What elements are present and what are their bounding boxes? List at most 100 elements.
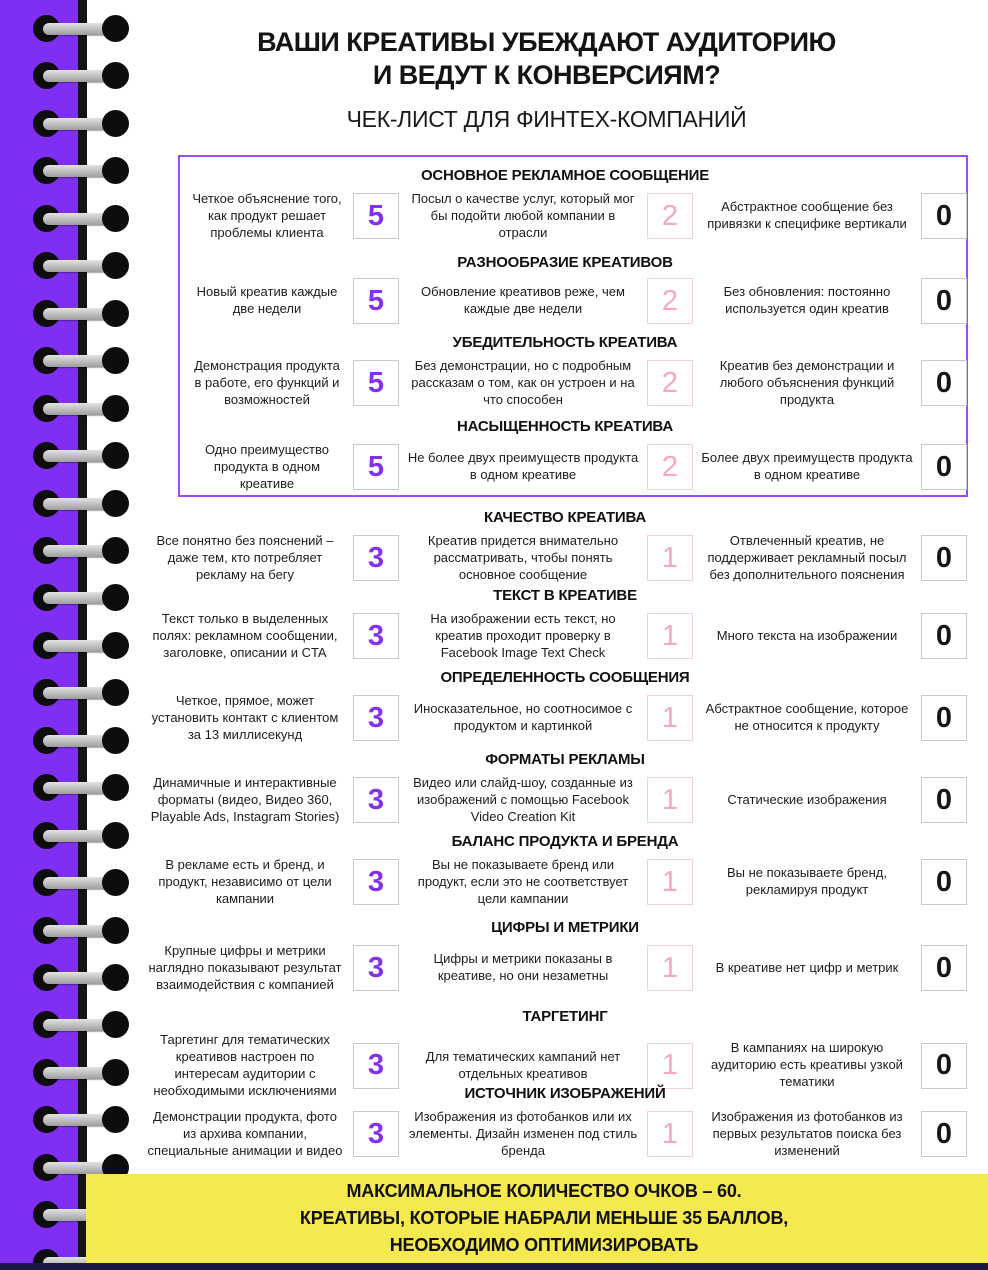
section-9: БАЛАНС ПРОДУКТА И БРЕНДА В рекламе есть и… bbox=[145, 833, 967, 908]
score-value: 1 bbox=[661, 701, 679, 734]
spiral-ring bbox=[33, 394, 129, 423]
score-box: 0 bbox=[921, 535, 967, 582]
criterion-text: Все понятно без пояснений – даже тем, кт… bbox=[156, 533, 334, 582]
criteria-row: Демонстрации продукта, фото из архива ко… bbox=[145, 1109, 967, 1160]
criterion-text: Абстрактное сообщение, которое не относи… bbox=[705, 701, 909, 734]
score-box: 0 bbox=[921, 945, 967, 992]
criteria-row: Динамичные и интерактивные форматы (виде… bbox=[145, 775, 967, 826]
criterion-text: В креативе нет цифр и метрик bbox=[715, 959, 899, 975]
ring-grommet-right-icon bbox=[102, 62, 129, 90]
score-box: 1 bbox=[647, 1042, 693, 1089]
ring-grommet-right-icon bbox=[102, 1011, 129, 1039]
ring-wire-icon bbox=[43, 829, 121, 842]
criterion-text: Иносказательное, но соотносимое с продук… bbox=[413, 701, 633, 734]
section-header: ЦИФРЫ И МЕТРИКИ bbox=[491, 919, 639, 936]
score-value: 3 bbox=[367, 1049, 385, 1082]
score-box: 5 bbox=[353, 444, 399, 491]
ring-grommet-right-icon bbox=[102, 964, 129, 991]
page-subtitle: ЧЕК-ЛИСТ ДЛЯ ФИНТЕХ-КОМПАНИЙ bbox=[346, 106, 747, 132]
score-value: 0 bbox=[935, 366, 953, 399]
spiral-ring bbox=[33, 489, 129, 518]
criterion-text: Креатив придется внимательно рассматрива… bbox=[427, 533, 619, 582]
score-box: 0 bbox=[921, 1111, 967, 1158]
spiral-ring bbox=[33, 1106, 129, 1134]
criterion-text: Обновление креативов реже, чем каждые дв… bbox=[421, 284, 625, 316]
score-value: 0 bbox=[935, 701, 953, 734]
score-value: 5 bbox=[367, 284, 385, 317]
score-value: 2 bbox=[661, 450, 679, 483]
spiral-ring bbox=[33, 821, 129, 850]
criterion-text: Без демонстрации, но с подробным рассказ… bbox=[411, 358, 635, 407]
score-value: 1 bbox=[661, 541, 679, 574]
score-value: 1 bbox=[661, 619, 679, 652]
criterion-text: Более двух преимуществ продукта в одном … bbox=[701, 450, 913, 483]
spiral-ring bbox=[33, 536, 129, 565]
score-box: 5 bbox=[353, 360, 399, 407]
section-header: БАЛАНС ПРОДУКТА И БРЕНДА bbox=[451, 833, 679, 850]
criteria-row: Четкое, прямое, может установить контакт… bbox=[145, 693, 967, 744]
ring-wire-icon bbox=[43, 450, 121, 463]
criterion-text: Четкое объяснение того, как продукт реша… bbox=[192, 191, 342, 240]
criterion-text: В рекламе есть и бренд, и продукт, незав… bbox=[158, 857, 332, 906]
ring-wire-icon bbox=[43, 307, 121, 320]
score-value: 0 bbox=[935, 865, 953, 898]
ring-wire-icon bbox=[43, 544, 121, 557]
spiral-ring bbox=[33, 15, 129, 43]
score-value: 0 bbox=[935, 199, 953, 232]
score-value: 0 bbox=[935, 450, 953, 483]
criterion-text: Статические изображения bbox=[727, 791, 887, 807]
score-box: 3 bbox=[353, 777, 399, 824]
score-value: 5 bbox=[367, 366, 385, 399]
criterion-text: Вы не показываете бренд, рекламируя прод… bbox=[727, 865, 887, 898]
spiral-ring bbox=[33, 347, 129, 375]
criterion-text: Динамичные и интерактивные форматы (виде… bbox=[150, 775, 340, 824]
section-header: РАЗНООБРАЗИЕ КРЕАТИВОВ bbox=[457, 254, 673, 271]
score-value: 3 bbox=[367, 619, 385, 652]
score-value: 1 bbox=[661, 1049, 679, 1082]
criterion-text: Текст только в выделенных полях: рекламн… bbox=[152, 611, 338, 660]
score-value: 0 bbox=[935, 1049, 953, 1082]
score-box: 1 bbox=[647, 695, 693, 742]
ring-wire-icon bbox=[43, 1114, 121, 1127]
score-box: 1 bbox=[647, 777, 693, 824]
score-box: 0 bbox=[921, 1042, 967, 1089]
score-value: 1 bbox=[661, 1117, 679, 1150]
section-header: ФОРМАТЫ РЕКЛАМЫ bbox=[485, 751, 645, 768]
section-5: КАЧЕСТВО КРЕАТИВА Все понятно без пояснен… bbox=[145, 509, 967, 584]
spiral-ring bbox=[33, 726, 129, 755]
criterion-text: Не более двух преимуществ продукта в одн… bbox=[407, 450, 639, 483]
page-spine-edge bbox=[78, 0, 87, 1270]
ring-wire-icon bbox=[43, 1161, 121, 1174]
score-box: 1 bbox=[647, 945, 693, 992]
criteria-row: Таргетинг для тематических креативов нас… bbox=[145, 1032, 967, 1100]
ring-grommet-right-icon bbox=[102, 916, 129, 944]
spiral-ring bbox=[33, 584, 129, 612]
ring-grommet-right-icon bbox=[102, 536, 129, 564]
score-value: 5 bbox=[367, 199, 385, 232]
spiral-ring bbox=[33, 679, 129, 707]
score-box: 2 bbox=[647, 360, 693, 407]
footer-text: МАКСИМАЛЬНОЕ КОЛИЧЕСТВО ОЧКОВ – 60. КРЕА… bbox=[299, 1181, 789, 1255]
score-box: 3 bbox=[353, 859, 399, 906]
spiral-ring bbox=[33, 916, 129, 945]
criteria-row: Крупные цифры и метрики наглядно показыв… bbox=[145, 943, 967, 994]
ring-wire-icon bbox=[43, 592, 121, 605]
ring-grommet-right-icon bbox=[102, 726, 129, 754]
ring-wire-icon bbox=[43, 117, 121, 130]
spiral-ring bbox=[33, 869, 129, 897]
sections: ОСНОВНОЕ РЕКЛАМНОЕ СООБЩЕНИЕ Четкое объяс… bbox=[145, 0, 968, 1270]
criteria-row: Одно преимущество продукта в одном креат… bbox=[145, 442, 967, 493]
score-value: 1 bbox=[661, 865, 679, 898]
spiral-ring bbox=[33, 62, 129, 90]
ring-wire-icon bbox=[43, 782, 121, 795]
criterion-text: Цифры и метрики показаны в креативе, но … bbox=[433, 951, 613, 984]
ring-grommet-right-icon bbox=[102, 774, 129, 802]
score-box: 0 bbox=[921, 695, 967, 742]
criterion-text: Крупные цифры и метрики наглядно показыв… bbox=[148, 943, 342, 992]
ring-grommet-right-icon bbox=[102, 204, 129, 232]
score-box: 1 bbox=[647, 613, 693, 660]
score-value: 0 bbox=[935, 541, 953, 574]
criterion-text: Одно преимущество продукта в одном креат… bbox=[204, 442, 329, 491]
score-box: 0 bbox=[921, 360, 967, 407]
